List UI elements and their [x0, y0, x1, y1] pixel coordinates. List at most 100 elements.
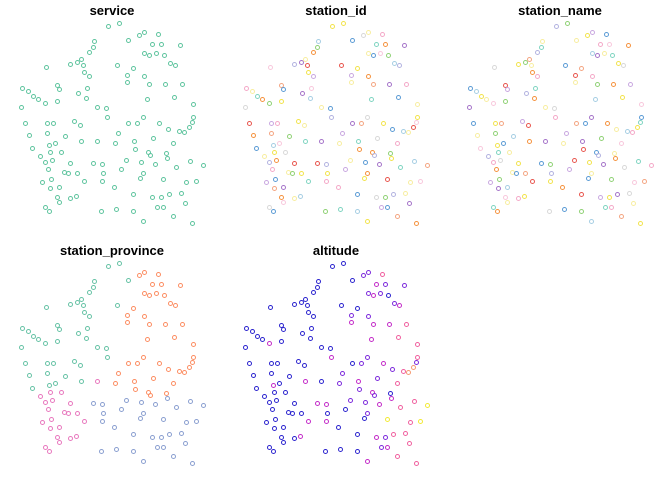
data-point — [624, 128, 630, 134]
data-point — [374, 135, 380, 141]
data-point — [130, 65, 136, 71]
data-point — [396, 302, 402, 308]
data-point — [118, 166, 124, 172]
data-point — [327, 105, 333, 111]
data-point — [522, 59, 528, 65]
data-point — [349, 120, 355, 126]
data-point — [348, 72, 354, 78]
data-point — [495, 185, 501, 191]
data-point — [125, 277, 131, 283]
data-point — [94, 344, 100, 350]
data-point — [328, 114, 334, 120]
data-point — [130, 305, 136, 311]
data-point — [384, 176, 390, 182]
data-point — [50, 120, 56, 126]
data-point — [146, 52, 152, 58]
data-point — [385, 292, 391, 298]
data-point — [98, 448, 104, 454]
data-point — [45, 406, 51, 412]
data-point — [315, 38, 321, 44]
data-point — [402, 190, 408, 196]
data-point — [384, 204, 390, 210]
data-point — [125, 120, 131, 126]
data-point — [71, 358, 77, 364]
data-point — [162, 321, 168, 327]
data-point — [324, 170, 330, 176]
data-point — [348, 312, 354, 318]
panel-title-station-name: station_name — [518, 3, 602, 18]
data-point — [123, 397, 129, 403]
data-point — [513, 170, 519, 176]
data-point — [328, 354, 334, 360]
data-point — [400, 128, 406, 134]
data-point — [339, 370, 345, 376]
data-point — [364, 410, 370, 416]
data-point — [340, 20, 346, 26]
data-point — [407, 419, 413, 425]
data-point — [25, 88, 31, 94]
panel-altitude: altitude — [224, 240, 448, 480]
data-point — [278, 338, 284, 344]
data-point — [130, 431, 136, 437]
data-point — [307, 95, 313, 101]
data-point — [259, 96, 265, 102]
data-point — [619, 94, 625, 100]
data-point — [90, 400, 96, 406]
data-point — [282, 149, 288, 155]
data-point — [158, 194, 164, 200]
data-point — [410, 124, 416, 130]
data-point — [62, 133, 68, 139]
data-point — [270, 142, 276, 148]
data-point — [299, 90, 305, 96]
data-point — [254, 93, 260, 99]
data-point — [378, 444, 384, 450]
data-point — [310, 289, 316, 295]
data-point — [73, 193, 79, 199]
data-point — [305, 69, 311, 75]
data-point — [42, 399, 48, 405]
data-point — [170, 380, 176, 386]
data-point — [115, 130, 121, 136]
data-point — [173, 164, 179, 170]
data-point — [167, 60, 173, 66]
data-point — [193, 178, 199, 184]
data-point — [163, 150, 169, 156]
data-point — [183, 419, 189, 425]
data-point — [177, 282, 183, 288]
data-point — [534, 49, 540, 55]
data-point — [337, 206, 343, 212]
data-point — [274, 360, 280, 366]
data-point — [43, 64, 49, 70]
data-point — [356, 146, 362, 152]
data-point — [379, 271, 385, 277]
data-point — [250, 372, 256, 378]
data-point — [396, 62, 402, 68]
data-point — [254, 333, 260, 339]
data-point — [165, 126, 171, 132]
data-point — [149, 194, 155, 200]
data-point — [47, 185, 53, 191]
data-point — [348, 319, 354, 325]
data-point — [324, 410, 330, 416]
data-point — [44, 130, 50, 136]
data-point — [146, 292, 152, 298]
data-point — [467, 85, 473, 91]
data-point — [144, 96, 150, 102]
data-point — [362, 399, 368, 405]
data-point — [365, 50, 371, 56]
data-point — [385, 52, 391, 58]
data-point — [548, 170, 554, 176]
data-point — [370, 321, 376, 327]
data-point — [140, 114, 146, 120]
data-point — [160, 444, 166, 450]
data-point — [414, 101, 420, 107]
data-point — [243, 85, 249, 91]
data-point — [171, 334, 177, 340]
data-point — [571, 157, 577, 163]
data-point — [542, 138, 548, 144]
data-point — [299, 330, 305, 336]
data-point — [77, 122, 83, 128]
data-point — [113, 446, 119, 452]
data-point — [301, 362, 307, 368]
data-point — [355, 378, 361, 384]
